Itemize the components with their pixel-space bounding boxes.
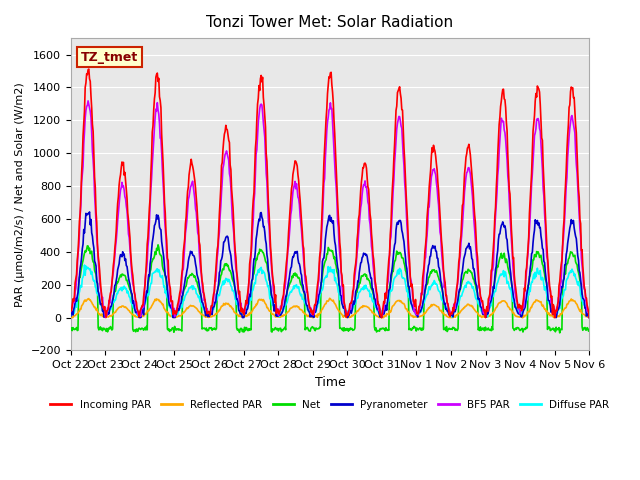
- Title: Tonzi Tower Met: Solar Radiation: Tonzi Tower Met: Solar Radiation: [207, 15, 454, 30]
- X-axis label: Time: Time: [315, 376, 346, 389]
- Text: TZ_tmet: TZ_tmet: [81, 50, 138, 64]
- Legend: Incoming PAR, Reflected PAR, Net, Pyranometer, BF5 PAR, Diffuse PAR: Incoming PAR, Reflected PAR, Net, Pyrano…: [46, 396, 614, 414]
- Y-axis label: PAR (μmol/m2/s) / Net and Solar (W/m2): PAR (μmol/m2/s) / Net and Solar (W/m2): [15, 82, 25, 307]
